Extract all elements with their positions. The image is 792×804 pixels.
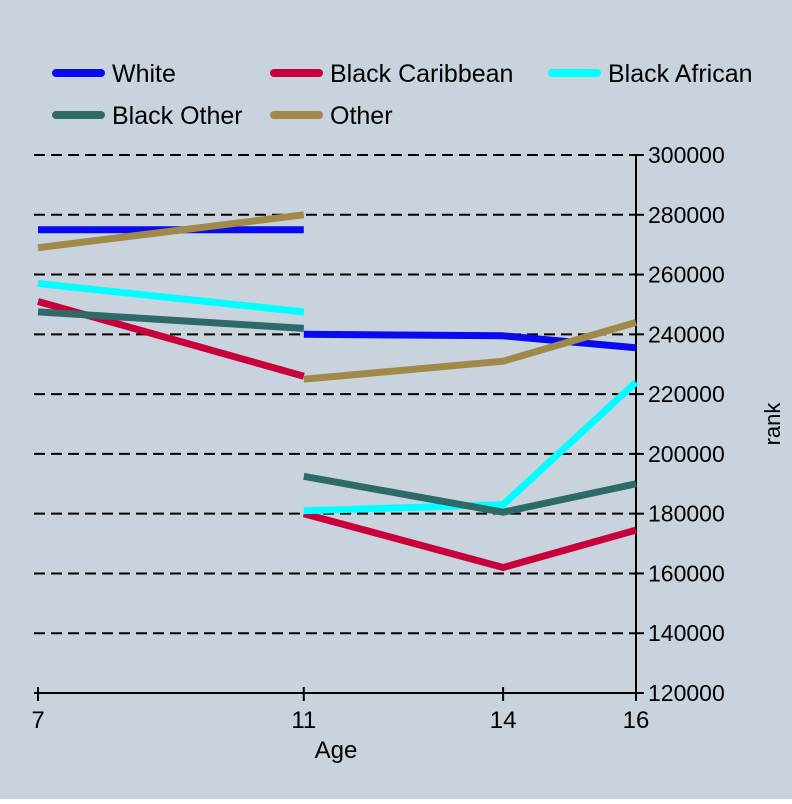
series-line [303,379,639,515]
series-other [37,211,637,383]
series-line [303,330,637,352]
series-line [302,510,637,571]
y-tick-label: 260000 [648,262,725,288]
series-line [303,472,637,516]
y-axis: 120000 140000 160000 180000 200000 220000 2400… [635,142,725,706]
series-black-african [37,280,639,515]
y-axis-label: rank [760,402,785,446]
y-tick-label: 240000 [648,321,725,347]
legend-item: White [52,60,176,88]
y-tick-label: 280000 [648,202,725,228]
series-line [37,211,305,252]
legend: White Black Caribbean Black African Black O… [52,60,753,130]
y-tick-label: 140000 [648,620,725,646]
y-tick-label: 300000 [648,142,725,168]
series-lines [37,211,639,571]
x-tick-label: 7 [31,707,44,734]
series-line [37,308,305,332]
legend-label: Other [330,102,393,130]
x-axis-label: Age [315,737,358,764]
legend-item: Other [270,102,393,130]
y-tick-label: 220000 [648,381,725,407]
legend-label: White [112,60,176,88]
x-tick-label: 11 [291,707,316,734]
x-axis: 7 11 14 16 [31,687,649,734]
legend-item: Black Caribbean [270,60,513,88]
y-tick-label: 200000 [648,441,725,467]
y-tick-label: 120000 [648,680,725,706]
legend-label: Black Other [112,102,243,130]
x-tick-label: 16 [623,707,650,734]
legend-label: Black Caribbean [330,60,513,88]
series-line [37,280,305,316]
legend-item: Black Other [52,102,243,130]
legend-item: Black African [548,60,753,88]
y-tick-label: 160000 [648,560,725,586]
series-line [303,319,637,383]
legend-label: Black African [608,60,753,88]
series-black-other [37,308,637,516]
y-tick-label: 180000 [648,501,725,527]
x-tick-label: 14 [490,707,517,734]
